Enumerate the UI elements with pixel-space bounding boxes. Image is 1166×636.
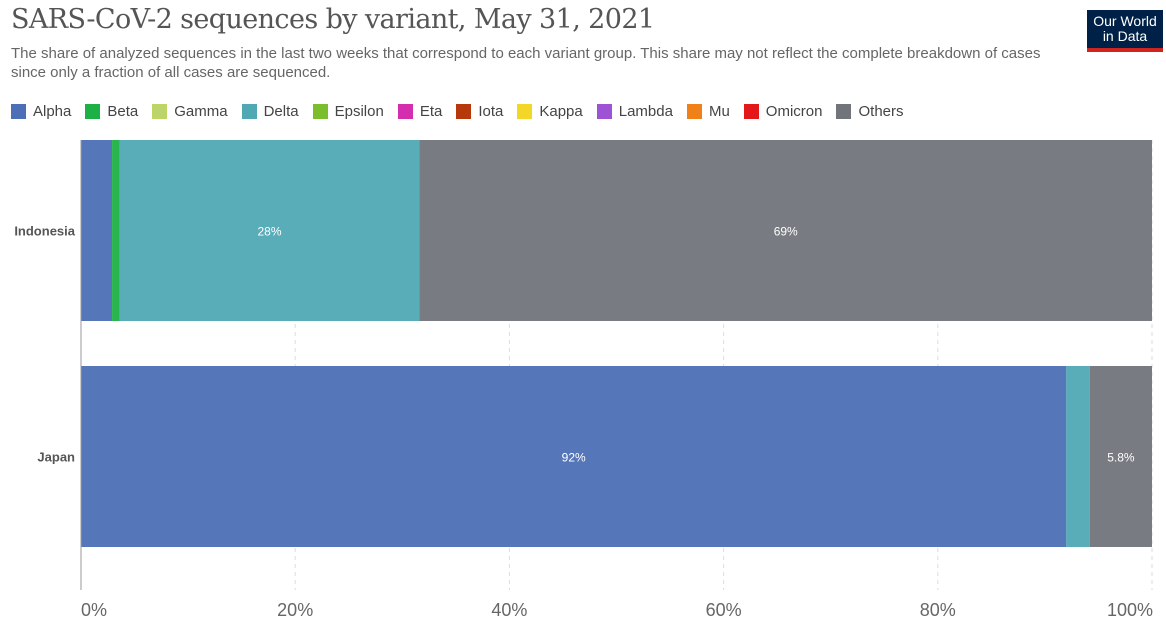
- legend-swatch: [152, 104, 168, 119]
- legend-item-others[interactable]: Others: [836, 103, 904, 120]
- legend-label: Lambda: [618, 103, 673, 120]
- legend-swatch: [517, 104, 533, 119]
- x-tick-label: 80%: [920, 600, 956, 620]
- logo-line-1: Our World: [1093, 13, 1157, 29]
- chart-title: SARS-CoV-2 sequences by variant, May 31,…: [11, 4, 655, 35]
- legend-swatch: [743, 104, 759, 119]
- x-tick-label: 100%: [1107, 600, 1153, 620]
- x-tick-label: 20%: [277, 600, 313, 620]
- bar-segment-indonesia-alpha[interactable]: [81, 140, 113, 321]
- bar-segment-japan-others[interactable]: [1089, 366, 1152, 547]
- legend-swatch: [596, 104, 612, 119]
- legend-label: Epsilon: [334, 103, 384, 120]
- legend-label: Iota: [478, 103, 504, 120]
- legend-item-alpha[interactable]: Alpha: [11, 103, 71, 120]
- category-label-indonesia: Indonesia: [14, 224, 75, 239]
- legend-swatch: [312, 104, 328, 119]
- bar-segment-japan-alpha[interactable]: [81, 366, 1067, 547]
- category-label-japan: Japan: [37, 450, 75, 465]
- legend-swatch: [397, 104, 413, 119]
- legend-label: Gamma: [174, 103, 228, 120]
- legend-swatch: [686, 104, 702, 119]
- legend-swatch: [85, 104, 101, 119]
- legend-label: Kappa: [539, 103, 583, 120]
- logo-line-2: in Data: [1102, 28, 1148, 44]
- legend-label: Eta: [419, 103, 443, 120]
- legend-label: Others: [858, 103, 904, 120]
- x-tick-label: 60%: [706, 600, 742, 620]
- legend-item-lambda[interactable]: Lambda: [596, 103, 673, 120]
- legend-label: Delta: [263, 103, 299, 120]
- legend-label: Alpha: [33, 103, 72, 120]
- data-label-indonesia-others: 69%: [774, 225, 798, 239]
- legend-item-gamma[interactable]: Gamma: [152, 103, 228, 120]
- legend-item-delta[interactable]: Delta: [241, 103, 299, 120]
- legend-swatch: [11, 104, 26, 119]
- data-label-japan-alpha: 92%: [562, 451, 586, 465]
- x-tick-label: 40%: [491, 600, 527, 620]
- bar-segment-indonesia-delta[interactable]: [119, 140, 420, 321]
- data-label-japan-others: 5.8%: [1107, 451, 1135, 465]
- x-tick-label: 0%: [81, 600, 107, 620]
- legend-item-iota[interactable]: Iota: [456, 103, 503, 120]
- legend-swatch: [241, 104, 257, 119]
- chart-legend: Alpha Beta Gamma Delta Epsilon Eta Iota Kappa La…: [11, 103, 918, 120]
- legend-item-epsilon[interactable]: Epsilon: [312, 103, 384, 120]
- bar-segment-indonesia-others[interactable]: [419, 140, 1152, 321]
- legend-item-beta[interactable]: Beta: [85, 103, 138, 120]
- legend-item-eta[interactable]: Eta: [397, 103, 443, 120]
- owid-logo[interactable]: Our World in Data: [1087, 10, 1163, 52]
- data-label-indonesia-delta: 28%: [257, 225, 281, 239]
- legend-item-omicron[interactable]: Omicron: [743, 103, 823, 120]
- chart-subtitle: The share of analyzed sequences in the l…: [11, 45, 1041, 81]
- legend-swatch: [836, 104, 852, 119]
- legend-item-kappa[interactable]: Kappa: [517, 103, 583, 120]
- legend-item-mu[interactable]: Mu: [686, 103, 730, 120]
- legend-swatch: [456, 104, 472, 119]
- legend-label: Beta: [107, 103, 139, 120]
- bar-segment-indonesia-beta[interactable]: [112, 140, 120, 321]
- legend-label: Omicron: [765, 103, 823, 120]
- legend-label: Mu: [708, 103, 730, 120]
- bar-segment-japan-delta[interactable]: [1066, 366, 1090, 547]
